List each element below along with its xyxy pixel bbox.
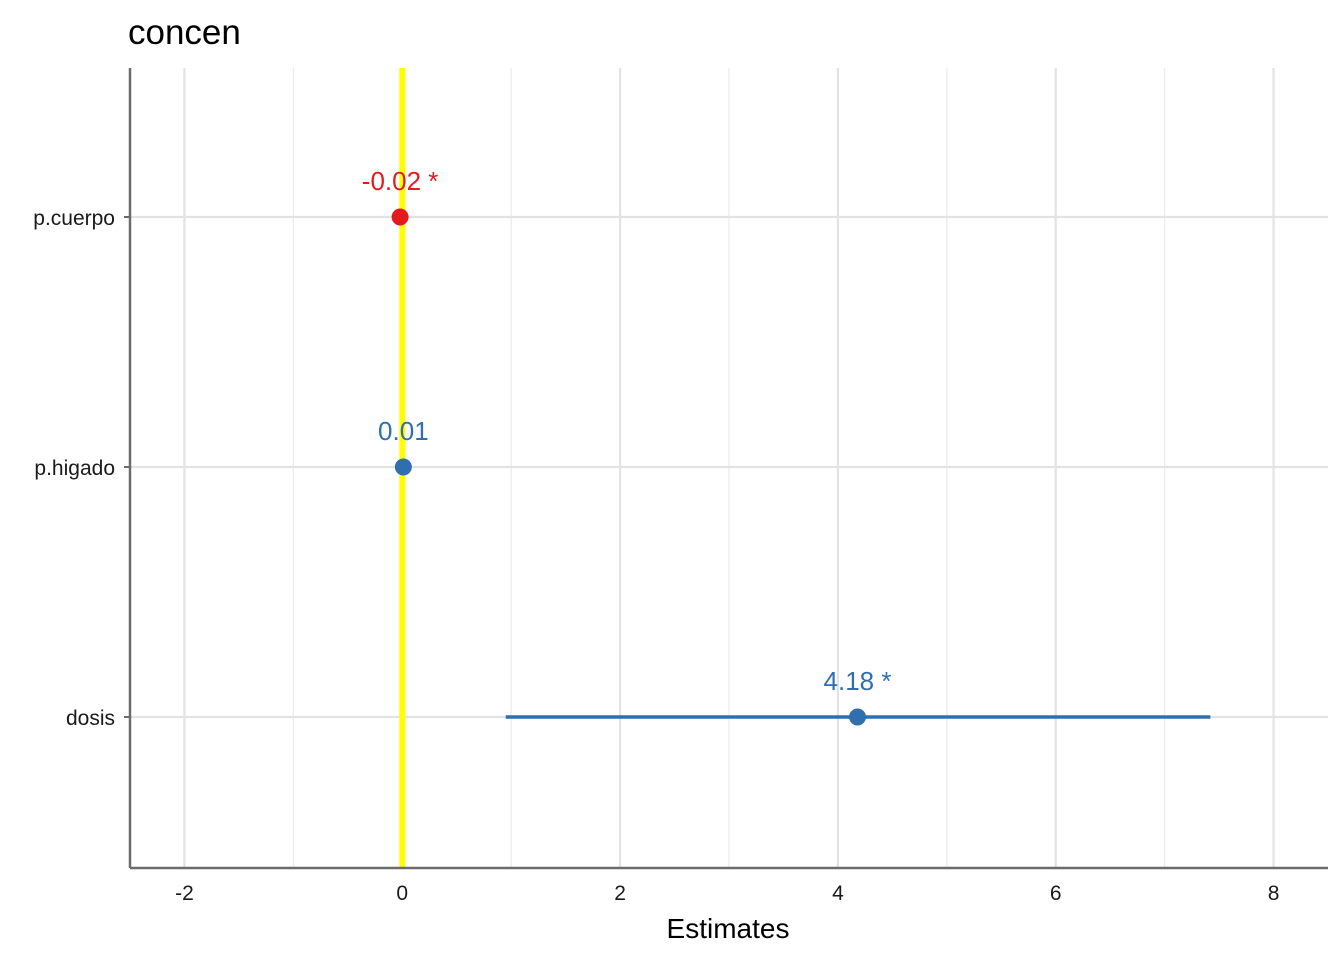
x-axis-title: Estimates [667, 913, 790, 944]
x-tick-label: 2 [614, 882, 626, 905]
x-tick-label: -2 [175, 882, 194, 905]
estimate-label: 0.01 [378, 416, 429, 446]
x-tick-label: 0 [396, 882, 408, 905]
estimate-marks: -0.02 * 0.01 4.18 * [362, 166, 1211, 726]
axes: -2 0 2 4 6 8 p.cuerpo p.higado dosis [33, 68, 1328, 905]
y-tick-label: dosis [66, 707, 115, 730]
chart-title: concen [128, 13, 241, 52]
estimate-point [391, 208, 409, 226]
y-tick-label: p.higado [34, 457, 115, 480]
estimate-point [849, 708, 867, 726]
x-tick-label: 4 [832, 882, 844, 905]
estimate-label: -0.02 * [362, 166, 439, 196]
estimate-label: 4.18 * [824, 666, 892, 696]
y-tick-label: p.cuerpo [33, 207, 115, 230]
x-tick-label: 6 [1050, 882, 1062, 905]
estimate-point [394, 458, 412, 476]
x-tick-label: 8 [1268, 882, 1280, 905]
